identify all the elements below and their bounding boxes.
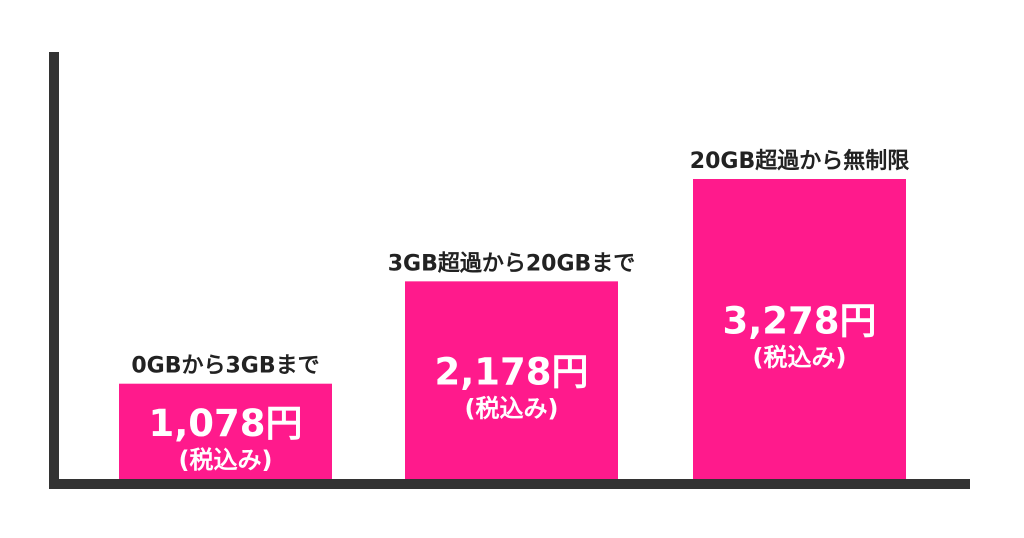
bar-2 — [405, 281, 618, 484]
category-label-3: 20GB超過から無制限 — [690, 148, 909, 174]
bar-1 — [119, 383, 332, 484]
bars-layer: 0GBから3GBまで1,078円(税込み)3GB超過から20GBまで2,178円… — [119, 148, 909, 484]
price-label-3: 3,278円 — [722, 300, 876, 343]
axes-layer — [49, 52, 970, 489]
category-label-1: 0GBから3GBまで — [131, 354, 319, 379]
price-label-1: 1,078円 — [148, 402, 302, 445]
category-label-2: 3GB超過から20GBまで — [388, 250, 636, 276]
tax-label-3: (税込み) — [753, 344, 847, 372]
price-label-2: 2,178円 — [434, 351, 588, 394]
tax-label-1: (税込み) — [179, 446, 273, 474]
tax-label-2: (税込み) — [465, 395, 559, 423]
bar-3 — [693, 179, 906, 484]
